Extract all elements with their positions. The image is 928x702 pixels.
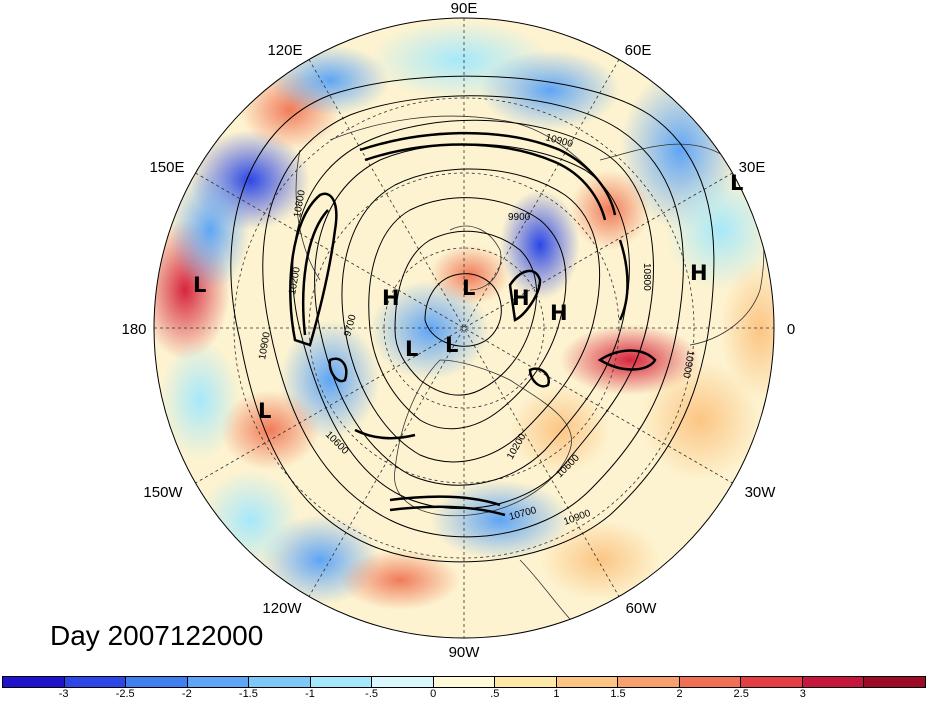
longitude-label: 30W (745, 484, 777, 501)
colorbar (2, 676, 926, 688)
colorbar-tick-label: -1.5 (238, 688, 258, 700)
colorbar-swatch (372, 677, 434, 687)
colorbar-swatch (64, 677, 127, 687)
colorbar-tick-label: 2 (676, 688, 683, 700)
pressure-system-marker: L (730, 171, 743, 195)
colorbar-tick-label: 2.5 (733, 688, 749, 700)
longitude-label: 90W (449, 644, 481, 661)
contour-label: 9900 (508, 212, 531, 223)
longitude-label: 150E (149, 159, 184, 176)
pressure-system-marker: H (382, 286, 400, 310)
colorbar-swatch (433, 677, 496, 687)
pressure-system-marker: H (690, 261, 708, 285)
longitude-label: 150W (143, 484, 183, 501)
longitude-label: 60E (625, 42, 652, 59)
pressure-system-marker: H (512, 286, 530, 310)
longitude-label: 120W (262, 600, 302, 617)
pressure-system-marker: L (445, 333, 458, 357)
pressure-system-marker: H (550, 301, 568, 325)
polar-map: 10900 9900 10800 9700 10200 10600 10600 … (121, 0, 795, 661)
longitude-label: 60W (626, 600, 658, 617)
colorbar-swatch (187, 677, 250, 687)
colorbar-tick-label: 1.5 (610, 688, 626, 700)
colorbar-swatch (618, 677, 680, 687)
longitude-label: 120E (267, 42, 302, 59)
colorbar-tick-label: 1 (553, 688, 560, 700)
pressure-system-marker: L (462, 276, 475, 300)
colorbar-swatch (310, 677, 373, 687)
contour-label: 10900 (257, 331, 273, 361)
day-label: Day 2007122000 (50, 620, 264, 651)
colorbar-swatch (556, 677, 619, 687)
colorbar-tick-label: -2 (181, 688, 192, 700)
colorbar-tick-label: .5 (490, 688, 500, 700)
colorbar-swatch (864, 677, 925, 687)
colorbar-swatch (802, 677, 865, 687)
colorbar-swatch (741, 677, 803, 687)
longitude-label: 30E (739, 159, 766, 176)
pressure-system-marker: L (258, 399, 271, 423)
colorbar-tick-label: 0 (430, 688, 437, 700)
longitude-label: 180 (121, 321, 146, 338)
colorbar-swatch (3, 677, 65, 687)
contour-label: 10900 (680, 349, 696, 379)
colorbar-tick-label: -1 (305, 688, 315, 700)
pressure-markers: L L H L L H H L L H (193, 171, 743, 423)
colorbar-swatch (679, 677, 742, 687)
pressure-system-marker: L (405, 337, 418, 361)
colorbar-tick-label: -.5 (365, 688, 379, 700)
colorbar-swatch (495, 677, 557, 687)
colorbar-tick-label: -3 (58, 688, 69, 700)
map-boundary (153, 17, 775, 639)
colorbar-swatch (126, 677, 188, 687)
contour-label: 10800 (641, 263, 652, 291)
pressure-system-marker: L (193, 273, 206, 297)
colorbar-swatch (249, 677, 311, 687)
longitude-label: 0 (787, 321, 795, 338)
contour-label: 10800 (292, 189, 308, 219)
contour-label: 10200 (287, 266, 303, 296)
colorbar-tick-labels: -3 -2.5 -2 -1.5 -1 -.5 0 .5 1 1.5 2 2.5 3 (0, 688, 928, 702)
jet-streaks (289, 131, 657, 517)
longitude-label: 90E (451, 0, 478, 17)
colorbar-tick-label: 3 (799, 688, 806, 700)
colorbar-tick-label: -2.5 (115, 688, 135, 700)
longitude-labels: 90E 60E 30E 0 30W 60W 90W 120W 150W 180 … (121, 0, 795, 661)
